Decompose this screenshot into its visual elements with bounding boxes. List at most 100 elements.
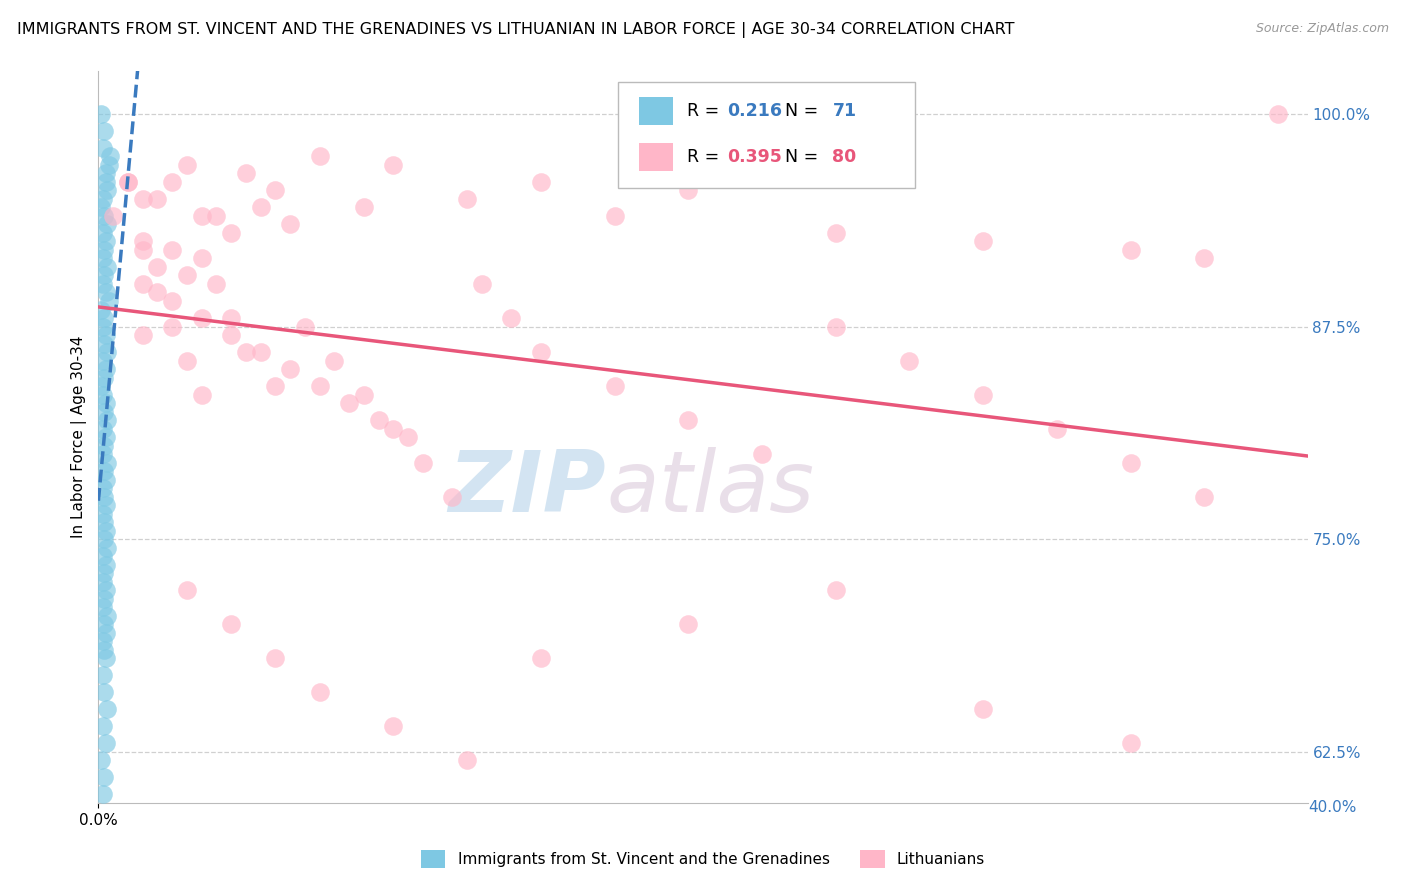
Point — [131, 277, 153, 291]
Text: 80: 80 — [832, 148, 856, 166]
Point — [101, 209, 124, 223]
Point — [678, 617, 700, 632]
Point — [131, 328, 153, 343]
Point — [91, 668, 114, 682]
Point — [235, 166, 257, 180]
Point — [678, 413, 700, 427]
Point — [93, 439, 115, 453]
Point — [190, 209, 212, 223]
Point — [972, 702, 994, 716]
Point — [898, 353, 921, 368]
Point — [94, 175, 117, 189]
Point — [264, 183, 287, 197]
Point — [93, 404, 115, 418]
Point — [91, 481, 114, 495]
Text: N =: N = — [775, 148, 824, 166]
Point — [1119, 243, 1142, 257]
Point — [90, 201, 112, 215]
Point — [294, 319, 316, 334]
Point — [96, 218, 118, 232]
Point — [337, 396, 360, 410]
Point — [94, 524, 117, 538]
Point — [824, 319, 846, 334]
Text: 71: 71 — [832, 103, 856, 120]
Point — [308, 685, 330, 699]
Point — [93, 243, 115, 257]
Point — [219, 226, 242, 240]
Point — [219, 617, 242, 632]
Point — [93, 770, 115, 784]
Point — [205, 277, 228, 291]
Point — [603, 379, 626, 393]
Point — [353, 201, 375, 215]
Point — [190, 387, 212, 401]
Point — [90, 302, 112, 317]
Point — [603, 209, 626, 223]
Point — [1119, 736, 1142, 750]
Text: ZIP: ZIP — [449, 447, 606, 530]
Point — [94, 583, 117, 598]
Point — [1194, 490, 1216, 504]
Point — [91, 141, 114, 155]
Point — [94, 396, 117, 410]
Point — [190, 311, 212, 326]
Point — [471, 277, 494, 291]
Point — [91, 277, 114, 291]
Point — [91, 600, 114, 615]
Point — [94, 285, 117, 300]
Point — [382, 719, 405, 733]
Point — [824, 583, 846, 598]
Point — [94, 625, 117, 640]
Point — [146, 260, 169, 274]
Point — [278, 218, 301, 232]
Point — [824, 226, 846, 240]
Point — [94, 498, 117, 512]
Point — [93, 685, 115, 699]
Point — [117, 175, 139, 189]
Point — [441, 490, 464, 504]
Point — [91, 353, 114, 368]
Point — [96, 413, 118, 427]
Point — [93, 591, 115, 606]
Point — [456, 192, 478, 206]
Y-axis label: In Labor Force | Age 30-34: In Labor Force | Age 30-34 — [72, 335, 87, 539]
Point — [353, 387, 375, 401]
Point — [93, 311, 115, 326]
Point — [396, 430, 419, 444]
Point — [96, 183, 118, 197]
Point — [1046, 421, 1069, 435]
Point — [1267, 107, 1289, 121]
Point — [91, 226, 114, 240]
Point — [382, 421, 405, 435]
Point — [93, 370, 115, 384]
Bar — [638, 143, 673, 170]
Point — [93, 532, 115, 546]
Point — [93, 566, 115, 581]
Point — [96, 260, 118, 274]
Point — [131, 243, 153, 257]
Point — [90, 379, 112, 393]
Point — [91, 574, 114, 589]
Point — [1194, 252, 1216, 266]
Text: 40.0%: 40.0% — [1309, 800, 1357, 814]
Point — [323, 353, 346, 368]
Point — [249, 345, 271, 359]
Point — [93, 268, 115, 283]
Point — [249, 201, 271, 215]
Point — [91, 507, 114, 521]
Point — [972, 387, 994, 401]
Point — [91, 192, 114, 206]
Point — [94, 473, 117, 487]
Point — [530, 345, 553, 359]
Point — [94, 430, 117, 444]
Point — [1119, 456, 1142, 470]
Point — [412, 456, 434, 470]
Text: 0.216: 0.216 — [727, 103, 782, 120]
Point — [97, 158, 120, 172]
Point — [91, 252, 114, 266]
Point — [530, 175, 553, 189]
Point — [94, 651, 117, 665]
Point — [456, 753, 478, 767]
Bar — [638, 97, 673, 125]
Text: R =: R = — [688, 148, 725, 166]
